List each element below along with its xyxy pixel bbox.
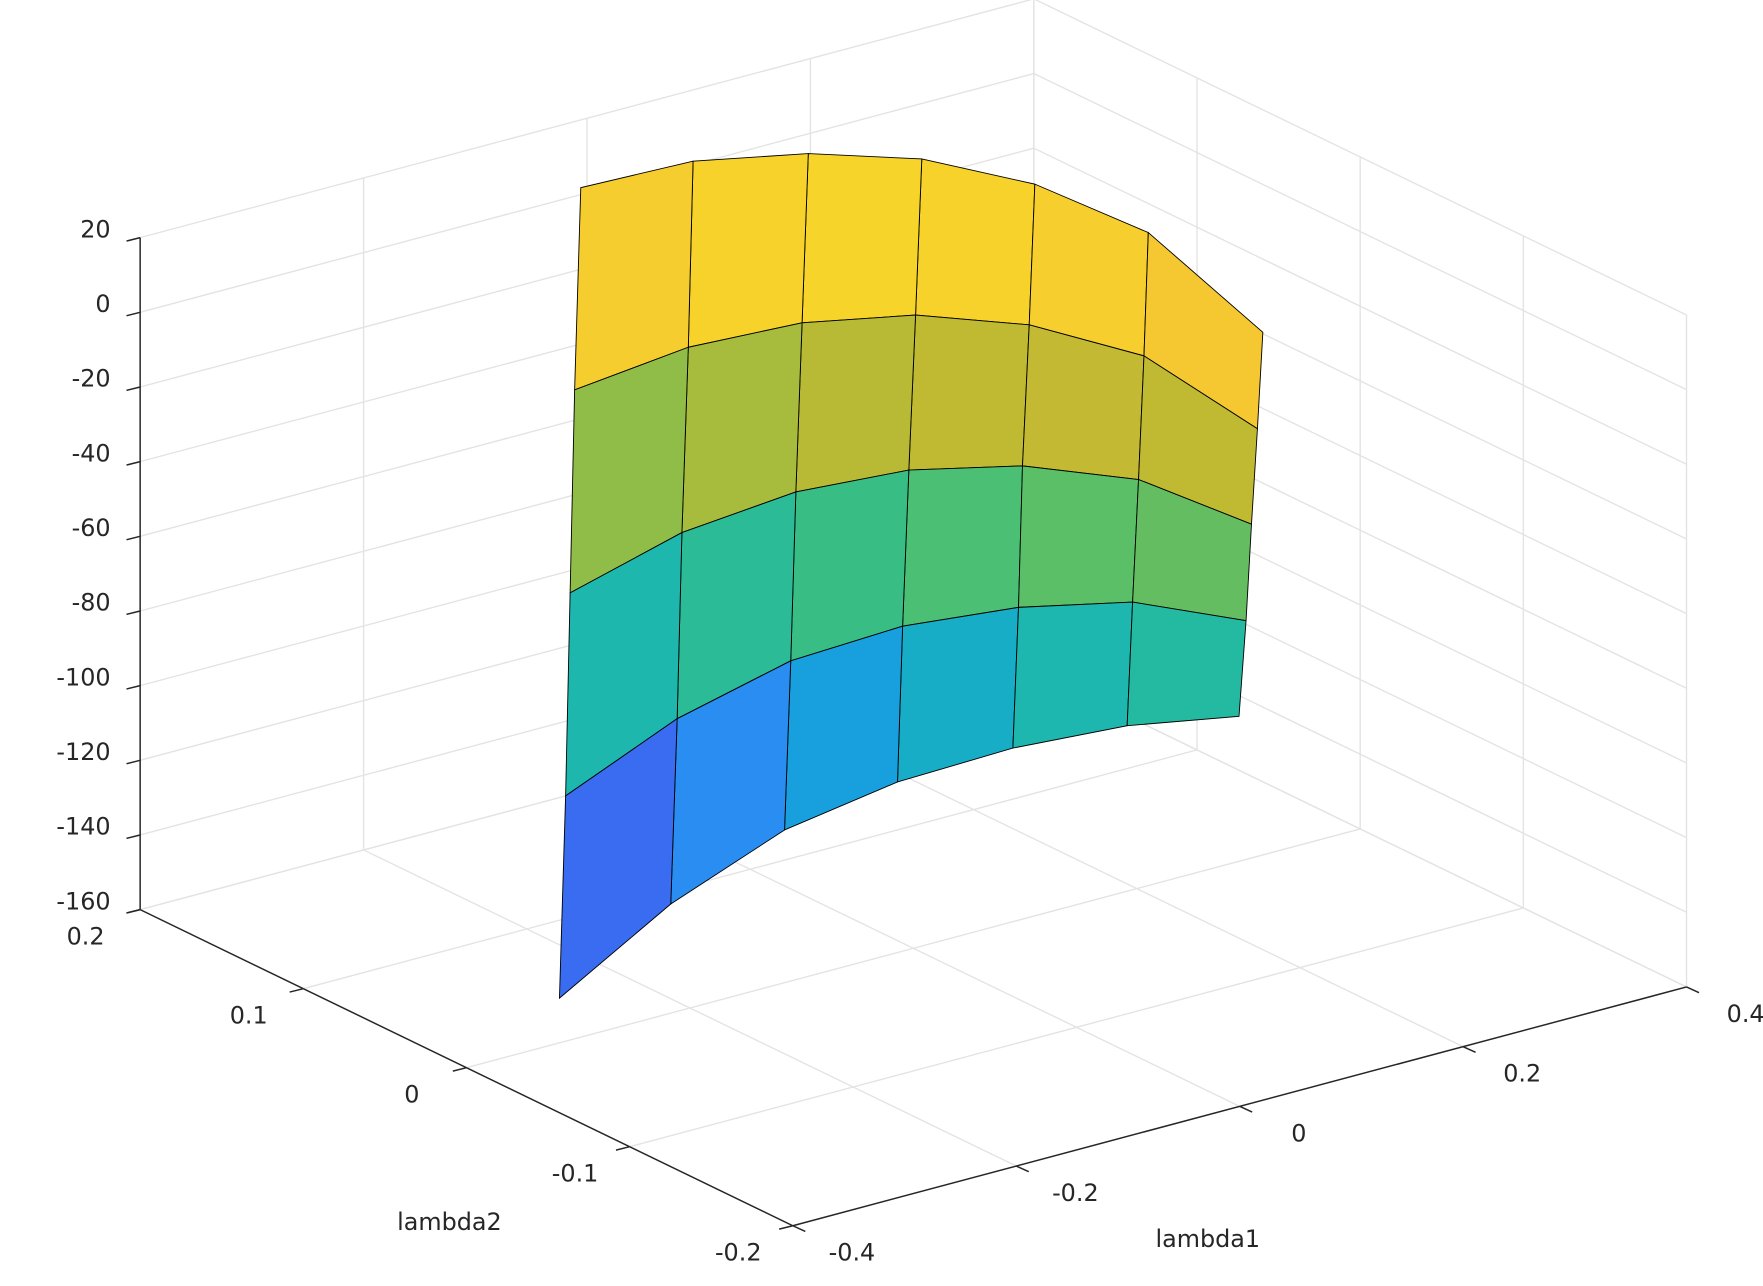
surface-patch bbox=[1018, 465, 1140, 608]
tick-mark bbox=[126, 460, 141, 466]
grid-line bbox=[1034, 0, 1687, 316]
z-tick-label: 0 bbox=[95, 290, 110, 318]
tick-mark bbox=[126, 908, 141, 914]
grid-line bbox=[303, 749, 1198, 990]
tick-mark bbox=[1239, 1105, 1253, 1113]
z-tick-label: -20 bbox=[72, 365, 111, 393]
tick-mark bbox=[289, 987, 304, 993]
tick-mark bbox=[126, 311, 141, 317]
tick-mark bbox=[792, 1225, 806, 1233]
x-axis-label: lambda1 bbox=[1156, 1225, 1261, 1253]
x-tick-label: 0.4 bbox=[1727, 1000, 1763, 1028]
tick-mark bbox=[126, 759, 141, 765]
surface-patch bbox=[801, 153, 923, 324]
y-tick-label: 0.1 bbox=[230, 1002, 268, 1030]
tick-mark bbox=[126, 684, 141, 690]
x-tick-label: -0.2 bbox=[1052, 1179, 1099, 1207]
z-tick-label: -120 bbox=[56, 738, 110, 766]
z-tick-label: -160 bbox=[56, 887, 110, 915]
surface bbox=[558, 153, 1264, 1000]
tick-mark bbox=[1462, 1045, 1476, 1054]
axis-line bbox=[792, 986, 1687, 1227]
z-tick-label: 20 bbox=[80, 215, 110, 243]
surface-patch bbox=[1012, 601, 1134, 749]
tick-mark bbox=[126, 236, 141, 242]
y-tick-label: -0.1 bbox=[552, 1160, 599, 1188]
tick-mark bbox=[452, 1066, 467, 1072]
tick-mark bbox=[1015, 1165, 1030, 1173]
x-tick-label: 0 bbox=[1291, 1119, 1306, 1147]
surface-patch bbox=[558, 717, 678, 1000]
tick-mark bbox=[126, 610, 141, 616]
surface-patch bbox=[687, 153, 809, 348]
x-tick-label: -0.4 bbox=[829, 1239, 876, 1267]
x-tick-label: 0.2 bbox=[1503, 1060, 1541, 1088]
surface-patch bbox=[795, 314, 917, 493]
z-tick-label: -140 bbox=[56, 813, 110, 841]
surface-patch bbox=[915, 158, 1036, 326]
z-tick-label: -60 bbox=[72, 514, 111, 542]
axes: -160 -140 -120 -100 -80 -60 -40 -20 0 20 -0.2 -0.1 0… bbox=[56, 215, 1763, 1266]
tick-mark bbox=[1686, 986, 1700, 994]
z-tick-label: -100 bbox=[56, 663, 110, 691]
surface-patch bbox=[908, 314, 1030, 471]
y-tick-label: 0 bbox=[404, 1081, 419, 1109]
grid-line bbox=[139, 0, 1033, 239]
y-tick-label: -0.2 bbox=[715, 1239, 762, 1267]
grid-line bbox=[466, 828, 1361, 1069]
grid-line bbox=[1033, 72, 1687, 391]
tick-mark bbox=[126, 386, 141, 392]
tick-mark bbox=[615, 1145, 630, 1151]
y-tick-label: 0.2 bbox=[67, 923, 105, 951]
z-tick-label: -80 bbox=[72, 589, 111, 617]
tick-mark bbox=[778, 1225, 793, 1230]
surface-patch bbox=[1126, 601, 1247, 727]
surface-patch bbox=[902, 465, 1023, 627]
tick-mark bbox=[126, 535, 141, 541]
z-tick-label: -40 bbox=[72, 439, 111, 467]
grid-line bbox=[1033, 147, 1687, 465]
grid-line bbox=[629, 907, 1524, 1148]
tick-mark bbox=[126, 834, 141, 840]
y-axis-label: lambda2 bbox=[397, 1208, 502, 1236]
